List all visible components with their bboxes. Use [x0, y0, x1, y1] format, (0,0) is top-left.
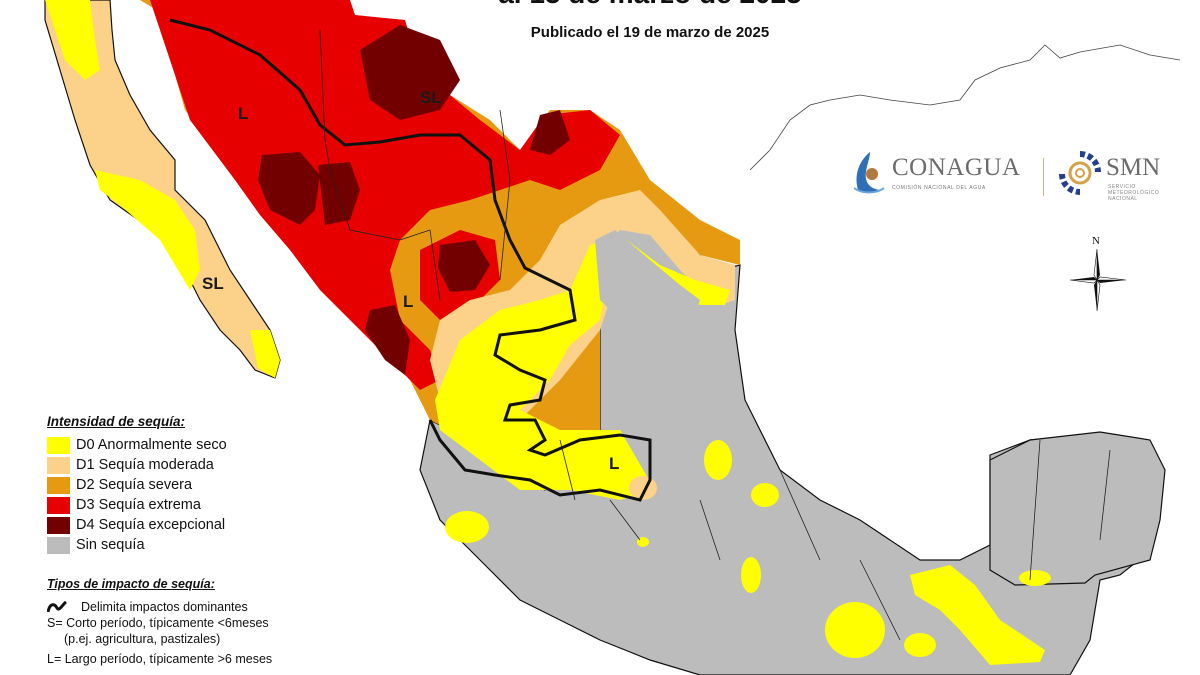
logo-divider [1043, 158, 1044, 196]
zone-d0-baja-central [95, 170, 200, 290]
us-coastline [749, 44, 1181, 171]
conagua-subtitle: COMISIÓN NACIONAL DEL AGUA [892, 185, 986, 191]
legend-item-d0: D0 Anormalmente seco [47, 435, 347, 455]
zone-d0-baja-north [45, 0, 100, 80]
landmass-yucatan [989, 431, 1166, 586]
drought-intensity-legend: Intensidad de sequía: D0 Anormalmente se… [47, 414, 347, 555]
smn-logo-icon [1059, 151, 1101, 195]
legend-title: Intensidad de sequía: [47, 414, 186, 429]
zone-d0-central [435, 235, 730, 500]
smn-subtitle-line: METEOROLÓGICO [1108, 190, 1160, 196]
zone-d4-durango [438, 240, 490, 292]
agency-logos: CONAGUA COMISIÓN NACIONAL DEL AGUA SMN S… [850, 148, 1180, 208]
legend-label: D3 Sequía extrema [76, 497, 201, 513]
zone-d0-veracruz-b [751, 483, 779, 507]
legend-item-d4: D4 Sequía excepcional [47, 515, 347, 535]
legend-item-none: Sin sequía [47, 535, 347, 555]
impact-short-label: S= Corto período, típicamente <6meses [47, 616, 269, 630]
zone-d0-veracruz-a [704, 440, 732, 480]
conagua-logo-icon [853, 152, 885, 194]
swatch-d4 [47, 516, 70, 534]
impact-label-chihuahua: SL [420, 88, 442, 107]
swatch-none [47, 536, 70, 554]
impact-label-guanajuato: L [609, 454, 620, 473]
zone-d0-oaxaca-b [904, 633, 936, 657]
impact-long-label: L= Largo período, típicamente >6 meses [47, 652, 273, 666]
impact-label-bcs: SL [202, 274, 224, 293]
zone-d0-campeche [1019, 570, 1051, 586]
impact-boundary-line [169, 18, 652, 502]
impact-short-example: (p.ej. agricultura, pastizales) [64, 632, 221, 646]
legend-item-d3: D3 Sequía extrema [47, 495, 347, 515]
zone-d4-sonora-a [258, 152, 320, 225]
smn-wordmark: SMN [1106, 154, 1161, 181]
swatch-d1 [47, 456, 70, 474]
zone-d0-colima [445, 511, 489, 543]
legend-label: Sin sequía [76, 537, 145, 553]
swatch-d3 [47, 496, 70, 514]
zone-d3-north [150, 0, 620, 390]
zone-d4-coahuila [530, 110, 570, 155]
legend-label: D4 Sequía excepcional [76, 517, 226, 533]
zone-d0-baja-south [250, 330, 280, 378]
zone-d0-tabasco-chiapas [910, 565, 1045, 665]
zone-d0-oaxaca-a [825, 602, 885, 658]
zone-d0-puebla [741, 557, 761, 593]
state-borders [319, 29, 1111, 641]
legend-item-d1: D1 Sequía moderada [47, 455, 347, 475]
swatch-d2 [47, 476, 70, 494]
compass-rose: N [1068, 235, 1128, 315]
swatch-d0 [47, 436, 70, 454]
impact-types-legend: Tipos de impacto de sequía: Delimita imp… [47, 577, 347, 667]
compass-north-label: N [1092, 235, 1100, 247]
zone-d4-sinaloa [365, 305, 410, 375]
compass-star-icon [1069, 248, 1127, 312]
impact-label-sonora: L [238, 104, 249, 123]
legend-label: D2 Sequía severa [76, 477, 193, 493]
conagua-wordmark: CONAGUA [892, 154, 1021, 181]
publication-date: Publicado el 19 de marzo de 2025 [530, 24, 770, 41]
legend-item-d2: D2 Sequía severa [47, 475, 347, 495]
boundary-line-icon [47, 600, 67, 613]
legend-label: D0 Anormalmente seco [76, 437, 227, 453]
impact-line-row: Delimita impactos dominantes [47, 599, 347, 615]
map-title: al 15 de marzo de 2025 [480, 0, 820, 10]
smn-subtitle-line: NACIONAL [1108, 196, 1138, 202]
impact-line-label: Delimita impactos dominantes [81, 600, 248, 614]
smn-subtitle: SERVICIO METEOROLÓGICO NACIONAL [1108, 184, 1159, 202]
impact-label-sinaloa: L [403, 292, 414, 311]
smn-subtitle-line: SERVICIO [1108, 184, 1136, 190]
zone-d4-chihuahua [360, 25, 460, 120]
legend-label: D1 Sequía moderada [76, 457, 214, 473]
zone-d4-sonora-b [318, 162, 360, 225]
impact-title: Tipos de impacto de sequía: [47, 577, 215, 591]
zone-none-nuevoleon [595, 230, 700, 330]
